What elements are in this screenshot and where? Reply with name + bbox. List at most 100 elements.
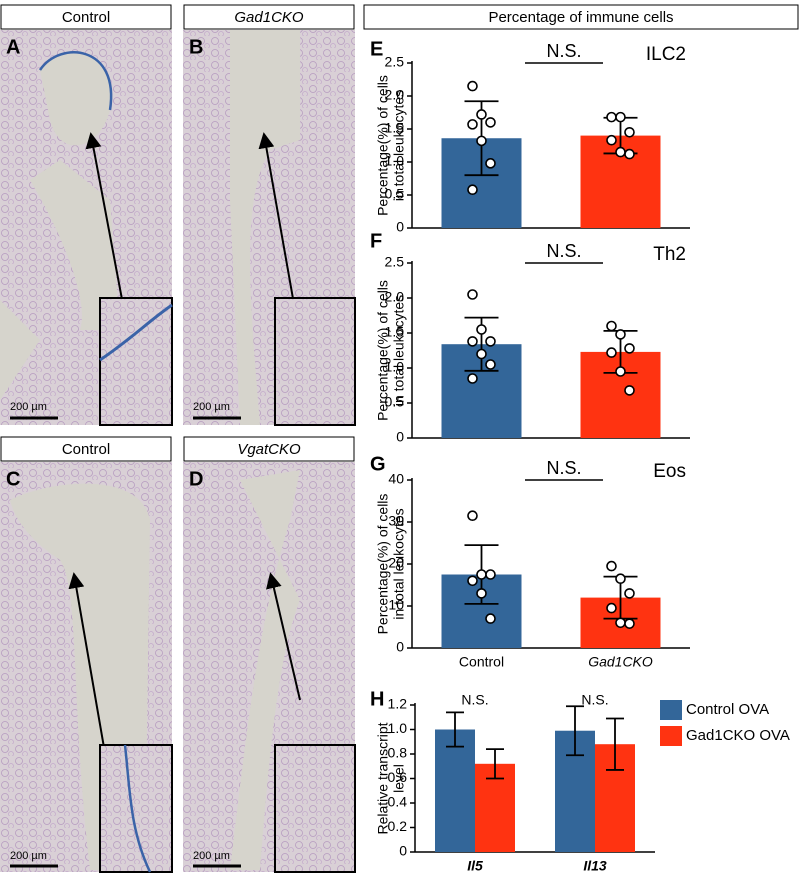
header: Percentage of immune cells (488, 9, 673, 26)
legend-swatch (660, 726, 682, 746)
data-point (615, 573, 626, 585)
panel-letter: H (370, 688, 384, 710)
data-point (467, 184, 478, 196)
y-tick-label: 40 (388, 471, 404, 487)
y-axis-label: Percentage(%) of cells (375, 75, 391, 216)
data-point (624, 127, 635, 138)
y-axis-label: level (391, 764, 407, 793)
data-point (485, 569, 496, 580)
data-point (467, 289, 478, 300)
data-point (485, 158, 496, 169)
y-tick-label: 20 (388, 555, 404, 571)
y-axis-label: Percentage(%) of cells (375, 494, 391, 635)
data-point (485, 117, 496, 128)
y-tick-label: 1.0 (385, 359, 405, 375)
y-tick-label: 1.0 (385, 153, 405, 169)
y-axis-label: Percentage(%) of cells (375, 280, 391, 421)
y-tick-label: 10 (388, 597, 404, 613)
data-point (476, 324, 487, 335)
data-point (624, 148, 635, 160)
y-tick-label: 0.5 (385, 186, 405, 202)
panel-label: VgatCKO (237, 441, 301, 458)
bar (435, 729, 475, 852)
y-tick-label: 0.5 (385, 394, 405, 410)
data-point (485, 336, 496, 347)
legend-swatch (660, 700, 682, 720)
data-point (624, 385, 635, 396)
panel-letter: C (6, 468, 20, 490)
x-tick-label: Il13 (583, 858, 607, 874)
scale-bar-label: 200 µm (10, 850, 47, 862)
y-tick-label: 0.6 (388, 769, 408, 785)
annotation: N.S. (546, 41, 581, 61)
data-point (485, 613, 496, 624)
y-tick-label: 0 (396, 429, 404, 445)
chart-title: ILC2 (646, 44, 686, 65)
annotation: N.S. (546, 241, 581, 261)
data-point (615, 617, 626, 629)
panel-letter: D (189, 468, 203, 490)
data-point (476, 588, 487, 599)
y-tick-label: 1.0 (388, 720, 408, 736)
data-point (476, 135, 487, 147)
y-axis-label: Relative transcript (375, 722, 391, 834)
scale-bar-label: 200 µm (193, 401, 230, 413)
chart-title: Th2 (653, 244, 686, 265)
panel-letter: A (6, 36, 20, 58)
data-point (615, 111, 626, 123)
y-tick-label: 2.5 (385, 254, 405, 270)
data-point (606, 602, 617, 614)
legend-label: Gad1CKO OVA (686, 727, 790, 744)
x-tick-label: Control (459, 654, 504, 670)
panel-letter: F (370, 230, 382, 252)
annotation: N.S. (461, 692, 488, 708)
data-point (476, 109, 487, 120)
y-tick-label: 0.4 (388, 794, 408, 810)
y-tick-label: 1.2 (388, 696, 408, 712)
panel-label: Control (62, 441, 110, 458)
histology-panels (0, 4, 799, 873)
y-tick-label: 0 (396, 639, 404, 655)
panel-letter: B (189, 36, 203, 58)
data-point (467, 575, 478, 587)
data-point (606, 320, 617, 332)
y-tick-label: 2.0 (385, 289, 405, 305)
y-tick-label: 2.0 (385, 87, 405, 103)
annotation: N.S. (581, 692, 608, 708)
y-tick-label: 30 (388, 513, 404, 529)
legend-label: Control OVA (686, 701, 769, 718)
x-tick-label: Gad1CKO (588, 654, 653, 670)
y-axis-label: in total leukocytes (391, 295, 407, 406)
y-tick-label: 1.5 (385, 324, 405, 340)
data-point (606, 347, 617, 358)
data-point (467, 80, 478, 92)
y-tick-label: 0.8 (388, 745, 408, 761)
data-point (606, 134, 617, 146)
data-point (476, 348, 487, 360)
data-point (606, 560, 617, 572)
annotation: N.S. (546, 458, 581, 478)
y-axis-label: in total leukocytes (391, 508, 407, 619)
data-point (467, 336, 478, 347)
data-point (467, 119, 478, 130)
panel-letter: E (370, 38, 383, 60)
y-tick-label: 2.5 (385, 54, 405, 70)
y-tick-label: 0 (399, 843, 407, 859)
y-axis-label: in total leukocytes (391, 90, 407, 201)
panel-label: Gad1CKO (234, 9, 304, 26)
data-point (467, 510, 478, 522)
panel-letter: G (370, 453, 386, 475)
y-tick-label: 1.5 (385, 120, 405, 136)
data-point (624, 588, 635, 599)
data-point (485, 359, 496, 370)
data-point (476, 569, 487, 580)
data-point (615, 366, 626, 377)
panel-label: Control (62, 9, 110, 26)
data-point (606, 111, 617, 123)
scale-bar-label: 200 µm (10, 401, 47, 413)
y-tick-label: 0.2 (388, 818, 408, 834)
data-point (615, 146, 626, 158)
data-point (624, 343, 635, 354)
data-point (467, 373, 478, 384)
